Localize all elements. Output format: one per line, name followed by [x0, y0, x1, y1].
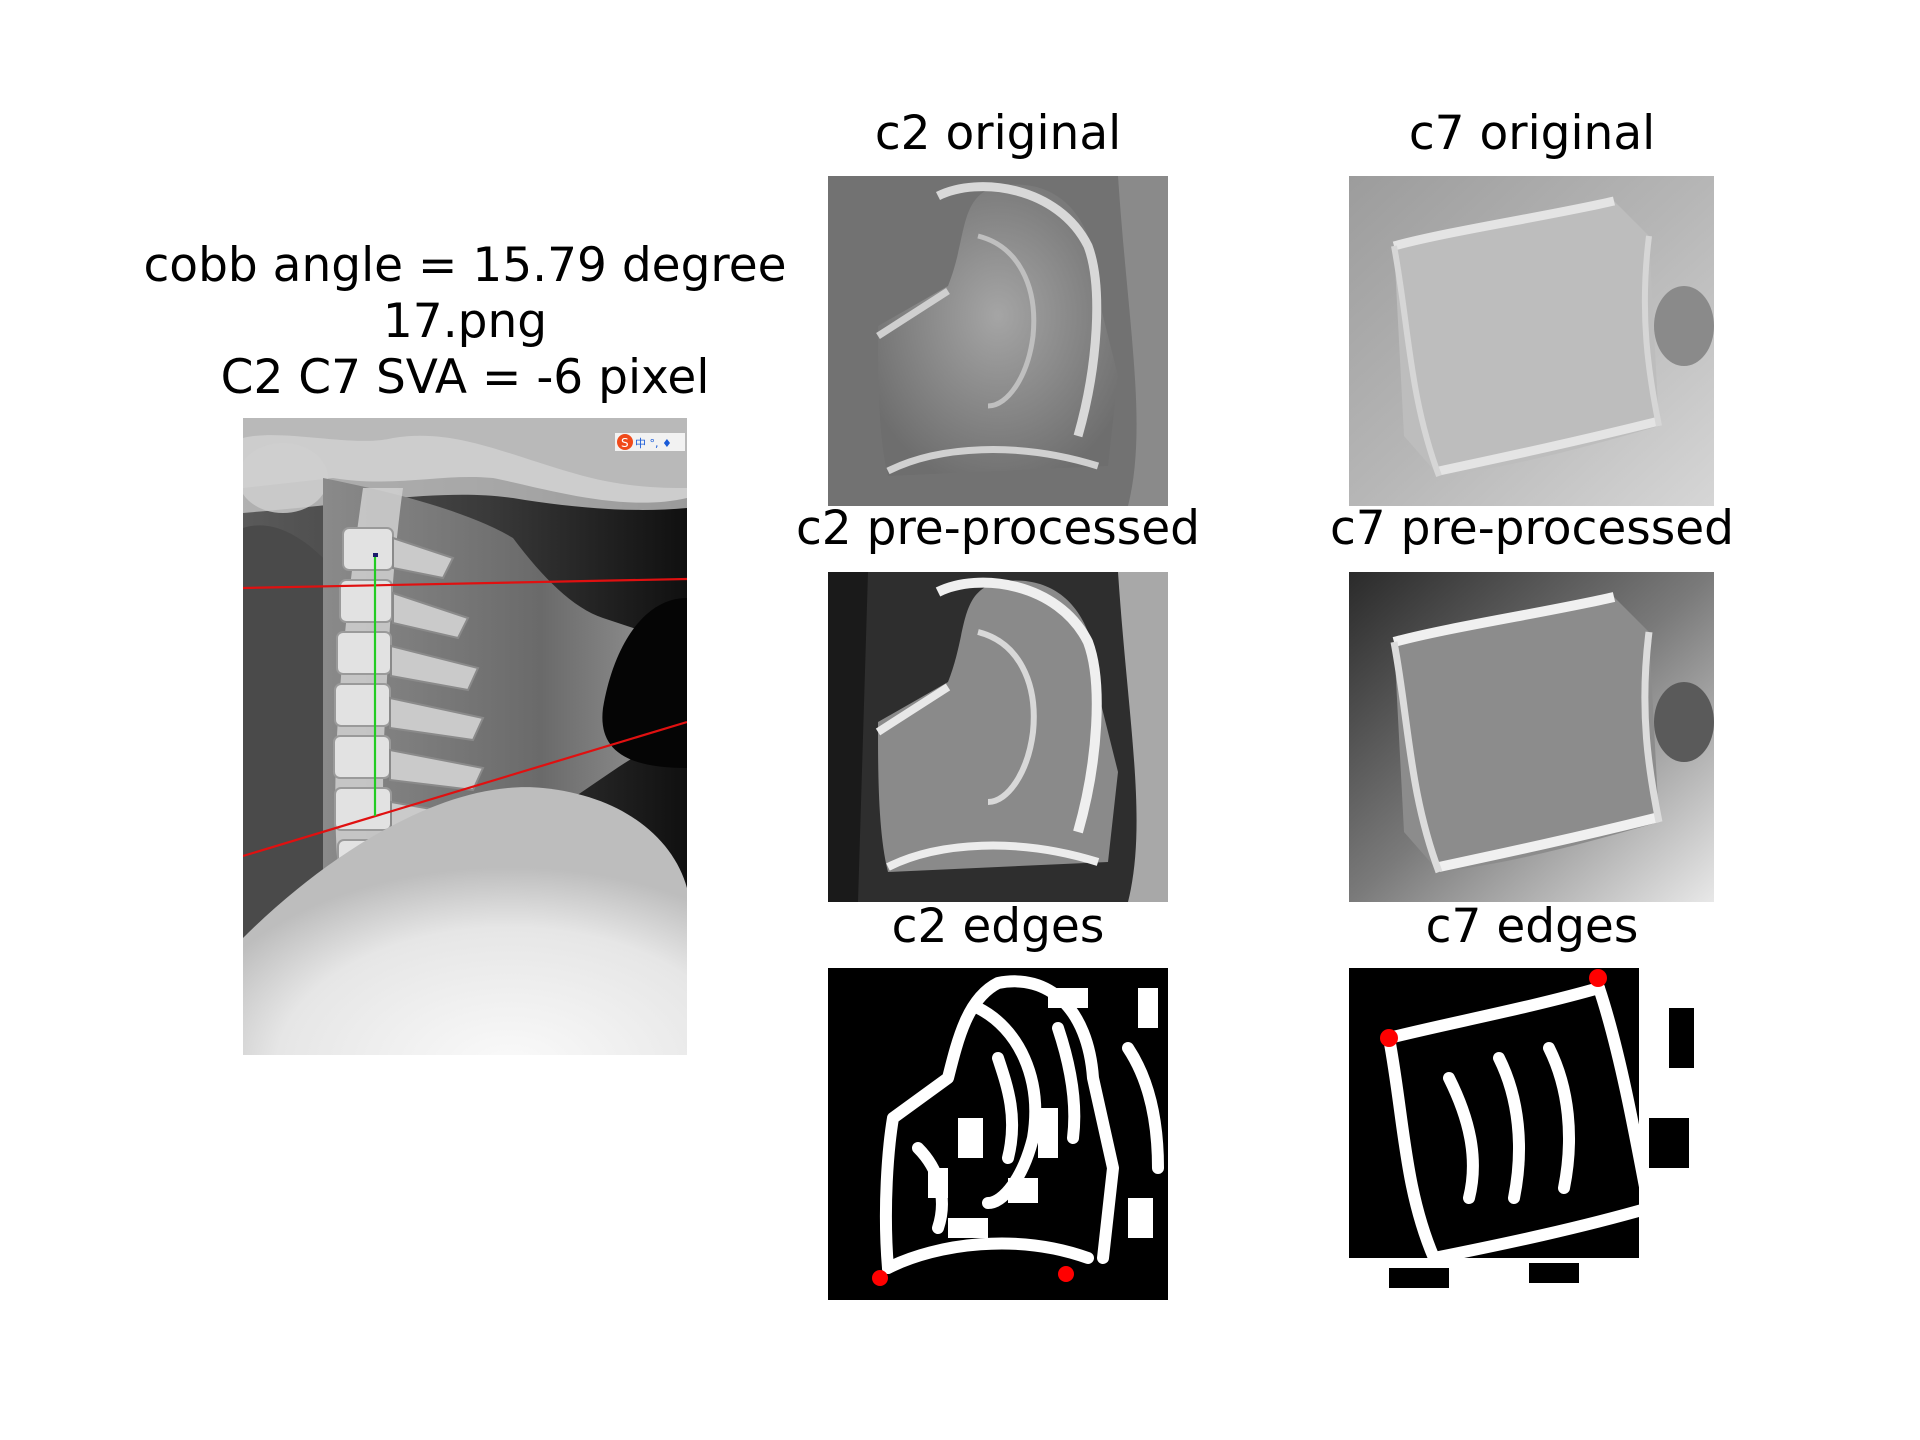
- c7-edge-point-left: [1380, 1029, 1398, 1047]
- c2-original-image: [828, 176, 1168, 506]
- c2-edge-point-left: [872, 1270, 888, 1286]
- c7-preprocessed-title: c7 pre-processed: [1329, 501, 1735, 556]
- xray-toolbar-glyphs: 中 °, ♦: [635, 437, 672, 450]
- cobb-line-c2: [243, 577, 687, 590]
- c2-edges-image: [828, 968, 1168, 1300]
- xray-image: S 中 °, ♦: [243, 418, 687, 1055]
- cobb-line-c7: [243, 720, 687, 858]
- c2-preprocessed-title: c2 pre-processed: [795, 501, 1201, 556]
- cobb-angle-text: cobb angle = 15.79 degree: [143, 238, 787, 293]
- c2-original-title: c2 original: [874, 106, 1122, 161]
- c2-edges-title: c2 edges: [891, 899, 1105, 954]
- figure-title: cobb angle = 15.79 degree 17.png C2 C7 S…: [100, 238, 830, 406]
- c2-edge-point-right: [1058, 1266, 1074, 1282]
- xray-image-panel: S 中 °, ♦: [243, 418, 687, 1055]
- c7-edge-point-right: [1589, 969, 1607, 987]
- sva-text: C2 C7 SVA = -6 pixel: [220, 350, 710, 405]
- c7-edges-image: [1349, 968, 1714, 1298]
- c7-edges-title: c7 edges: [1425, 899, 1639, 954]
- sva-marker: [373, 553, 378, 557]
- svg-text:S: S: [621, 436, 629, 450]
- c2-preprocessed-image: [828, 572, 1168, 902]
- c7-original-title: c7 original: [1408, 106, 1656, 161]
- filename-text: 17.png: [382, 294, 548, 349]
- c7-preprocessed-image: [1349, 572, 1714, 902]
- c7-original-image: [1349, 176, 1714, 506]
